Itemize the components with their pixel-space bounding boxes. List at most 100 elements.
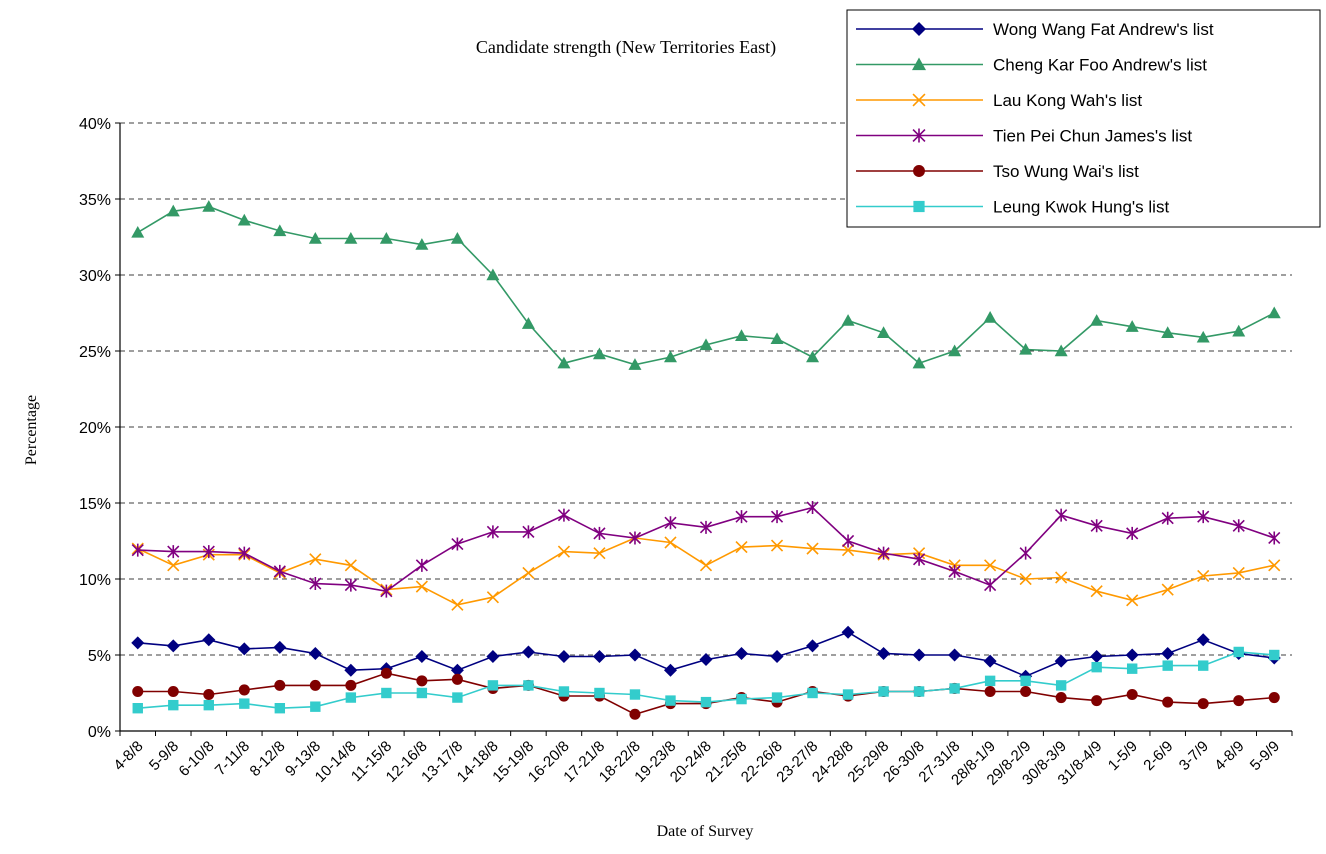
data-point <box>1162 696 1174 708</box>
series-3 <box>131 531 1281 611</box>
legend-item: Wong Wang Fat Andrew's list <box>856 20 1214 39</box>
y-tick-label: 15% <box>79 496 111 513</box>
data-point <box>699 338 713 351</box>
legend-marker <box>912 128 926 143</box>
x-axis-label: Date of Survey <box>657 823 754 840</box>
data-point <box>202 545 215 559</box>
data-point <box>274 703 286 714</box>
data-point <box>736 693 747 705</box>
data-point <box>984 675 996 687</box>
data-point <box>379 232 393 244</box>
data-point <box>486 268 500 281</box>
legend-marker <box>913 165 925 177</box>
data-point <box>984 685 996 698</box>
data-point <box>1126 688 1138 701</box>
x-tick-label: 6-10/8 <box>176 738 218 780</box>
data-point <box>1091 695 1103 707</box>
data-point <box>486 591 499 604</box>
data-point <box>131 225 145 238</box>
data-point <box>451 598 464 611</box>
legend-item: Lau Kong Wah's list <box>856 91 1142 110</box>
data-point <box>912 356 926 369</box>
data-point <box>877 546 890 560</box>
x-tick-label: 7-11/8 <box>212 738 253 779</box>
data-point <box>1054 344 1068 357</box>
legend-label: Wong Wang Fat Andrew's list <box>993 20 1214 39</box>
series-6 <box>132 646 1280 714</box>
data-point <box>415 558 428 572</box>
data-point <box>308 232 322 244</box>
legend-item: Tso Wung Wai's list <box>856 162 1139 181</box>
data-point <box>450 232 464 244</box>
data-point <box>1019 342 1033 355</box>
x-tick-label: 2-6/9 <box>1140 738 1176 774</box>
data-point <box>166 639 180 653</box>
data-point <box>1162 660 1173 671</box>
data-point <box>1090 650 1104 664</box>
data-point <box>345 692 357 703</box>
x-tick-label: 3-7/9 <box>1176 738 1212 774</box>
legend-items: Wong Wang Fat Andrew's list Cheng Kar Foo… <box>856 20 1214 217</box>
data-point <box>344 663 358 677</box>
data-point <box>522 566 535 580</box>
data-point <box>486 525 499 539</box>
data-point <box>841 625 855 639</box>
data-point <box>202 633 216 647</box>
data-point <box>1232 324 1246 337</box>
data-point <box>203 688 215 701</box>
data-point <box>238 546 251 560</box>
data-point <box>202 200 216 212</box>
data-point <box>1197 569 1210 583</box>
data-point <box>1232 519 1245 533</box>
data-point <box>663 350 677 363</box>
data-point <box>1091 661 1102 673</box>
data-point <box>167 559 180 572</box>
data-point <box>699 653 713 667</box>
data-point <box>167 685 179 698</box>
data-point <box>628 648 642 662</box>
x-tick-label: 5-9/9 <box>1247 738 1283 774</box>
data-point <box>344 578 357 592</box>
data-point <box>1268 692 1280 704</box>
data-point <box>1161 511 1174 525</box>
y-tick-label: 30% <box>79 268 111 285</box>
data-point <box>557 650 571 664</box>
data-point <box>131 636 145 650</box>
x-tick-label: 8-12/8 <box>247 738 289 780</box>
data-point <box>664 536 677 549</box>
data-point <box>592 347 606 360</box>
data-point <box>451 673 463 685</box>
data-point <box>1020 685 1032 698</box>
y-tick-label: 10% <box>79 572 111 589</box>
data-point <box>841 534 855 548</box>
data-point <box>629 708 641 720</box>
legend-label: Lau Kong Wah's list <box>993 91 1142 110</box>
data-point <box>273 564 286 578</box>
data-point <box>1055 692 1067 704</box>
series-1 <box>131 625 1281 683</box>
data-point <box>415 580 428 593</box>
data-point <box>1196 330 1210 343</box>
data-point <box>983 311 997 323</box>
data-point <box>629 689 641 700</box>
data-point <box>592 650 606 664</box>
data-point <box>1054 654 1068 668</box>
y-tick-label: 5% <box>88 648 111 665</box>
data-point <box>1268 531 1281 545</box>
data-point <box>594 687 605 699</box>
data-point <box>841 314 855 326</box>
data-point <box>381 687 392 699</box>
data-point <box>877 326 891 338</box>
data-point <box>807 687 818 699</box>
data-point <box>949 683 960 694</box>
data-point <box>877 646 891 660</box>
data-point <box>842 689 854 700</box>
data-point <box>1055 508 1068 522</box>
data-point <box>806 639 820 653</box>
data-point <box>557 508 571 522</box>
data-point <box>203 699 214 711</box>
data-point <box>1126 526 1139 540</box>
data-point <box>237 213 251 226</box>
data-point <box>415 238 429 250</box>
data-point <box>132 703 143 714</box>
